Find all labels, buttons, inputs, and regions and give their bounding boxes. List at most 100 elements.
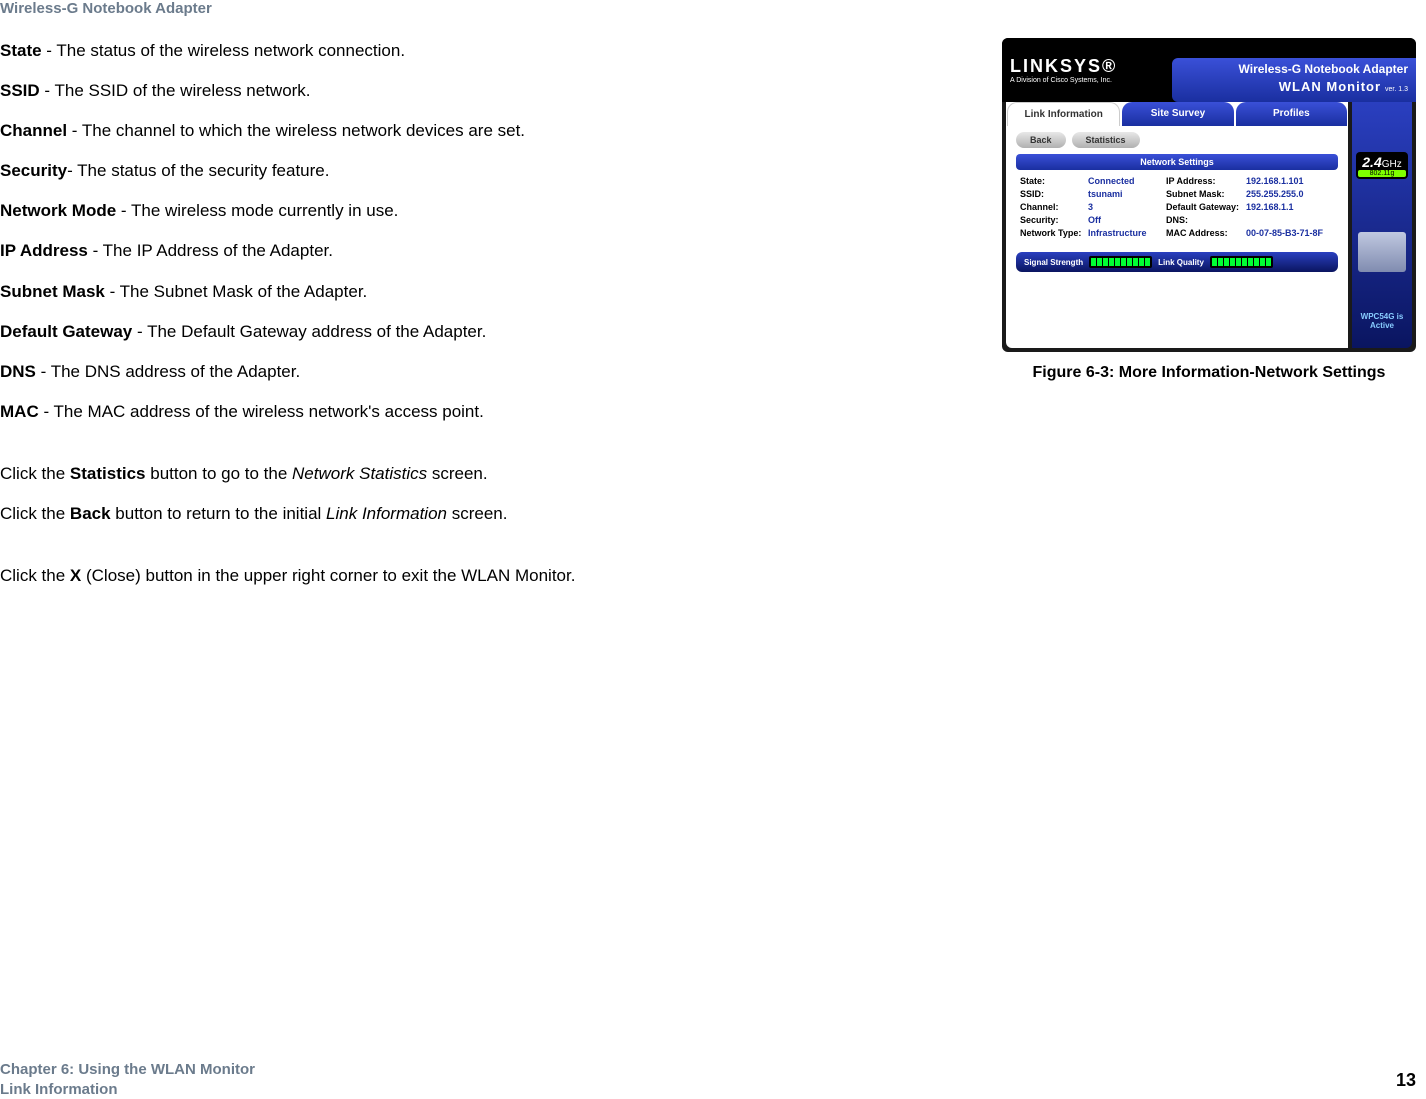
txt: Click the xyxy=(0,566,70,585)
desc-dns: - The DNS address of the Adapter. xyxy=(36,362,300,381)
signal-strength-meter xyxy=(1089,256,1152,268)
back-button[interactable]: Back xyxy=(1016,132,1066,148)
subnet-value: 255.255.255.0 xyxy=(1246,189,1334,199)
instr-back: Click the Back button to return to the i… xyxy=(0,503,760,525)
def-ssid: SSID - The SSID of the wireless network. xyxy=(0,80,760,102)
footer-chapter: Chapter 6: Using the WLAN Monitor xyxy=(0,1060,255,1080)
wlan-monitor-window: LINKSYS® A Division of Cisco Systems, In… xyxy=(1002,38,1416,352)
txt: Click the xyxy=(0,504,70,523)
signal-strength-label: Signal Strength xyxy=(1024,258,1083,267)
ssid-value: tsunami xyxy=(1088,189,1166,199)
ssid-label: SSID: xyxy=(1020,189,1088,199)
dns-value xyxy=(1246,215,1334,225)
term-security: Security xyxy=(0,161,67,180)
page-number: 13 xyxy=(1396,1070,1416,1091)
gw-value: 192.168.1.1 xyxy=(1246,202,1334,212)
footer-section: Link Information xyxy=(0,1080,255,1099)
term-mac: MAC xyxy=(0,402,39,421)
txt: Click the xyxy=(0,464,70,483)
adapter-active-label: WPC54G is Active xyxy=(1352,312,1412,330)
app-title-l1: Wireless-G Notebook Adapter xyxy=(1172,62,1408,76)
txt: button to return to the initial xyxy=(111,504,326,523)
txt: (Close) button in the upper right corner… xyxy=(81,566,575,585)
figure-caption: Figure 6-3: More Information-Network Set… xyxy=(1002,364,1416,382)
ip-label: IP Address: xyxy=(1166,176,1246,186)
txt: screen. xyxy=(447,504,507,523)
def-channel: Channel - The channel to which the wirel… xyxy=(0,120,760,142)
app-title-bar: Wireless-G Notebook Adapter WLAN Monitor… xyxy=(1172,58,1416,102)
settings-grid: State:Connected IP Address:192.168.1.101… xyxy=(1016,170,1338,244)
def-security: Security- The status of the security fea… xyxy=(0,160,760,182)
dns-label: DNS: xyxy=(1166,215,1246,225)
tab-profiles[interactable]: Profiles xyxy=(1236,102,1347,126)
desc-ssid: - The SSID of the wireless network. xyxy=(40,81,311,100)
term-ssid: SSID xyxy=(0,81,40,100)
statistics-ref: Statistics xyxy=(70,464,146,483)
def-ipaddress: IP Address - The IP Address of the Adapt… xyxy=(0,240,760,262)
ghz-badge: 2.4GHz 802.11g xyxy=(1356,152,1408,179)
brand: LINKSYS xyxy=(1010,56,1102,76)
mac-label: MAC Address: xyxy=(1166,228,1246,238)
security-label: Security: xyxy=(1020,215,1088,225)
desc-channel: - The channel to which the wireless netw… xyxy=(67,121,525,140)
reg-icon: ® xyxy=(1102,56,1117,76)
term-networkmode: Network Mode xyxy=(0,201,116,220)
def-state: State - The status of the wireless netwo… xyxy=(0,40,760,62)
state-value: Connected xyxy=(1088,176,1166,186)
term-ipaddress: IP Address xyxy=(0,241,88,260)
def-dns: DNS - The DNS address of the Adapter. xyxy=(0,361,760,383)
app-title-l2: WLAN Monitor xyxy=(1279,79,1381,94)
desc-mac: - The MAC address of the wireless networ… xyxy=(39,402,484,421)
main-text-column: State - The status of the wireless netwo… xyxy=(0,40,760,605)
def-subnetmask: Subnet Mask - The Subnet Mask of the Ada… xyxy=(0,281,760,303)
channel-label: Channel: xyxy=(1020,202,1088,212)
channel-value: 3 xyxy=(1088,202,1166,212)
state-label: State: xyxy=(1020,176,1088,186)
security-value: Off xyxy=(1088,215,1166,225)
nettype-value: Infrastructure xyxy=(1088,228,1166,238)
linksys-logo: LINKSYS® A Division of Cisco Systems, In… xyxy=(1010,56,1117,84)
term-subnetmask: Subnet Mask xyxy=(0,282,105,301)
ghz-value: 2.4 xyxy=(1362,154,1381,170)
tab-link-information[interactable]: Link Information xyxy=(1007,102,1120,126)
tab-site-survey[interactable]: Site Survey xyxy=(1122,102,1233,126)
desc-subnetmask: - The Subnet Mask of the Adapter. xyxy=(105,282,367,301)
screen-ref: Network Statistics xyxy=(292,464,427,483)
instr-statistics: Click the Statistics button to go to the… xyxy=(0,463,760,485)
subnet-label: Subnet Mask: xyxy=(1166,189,1246,199)
screen-ref: Link Information xyxy=(326,504,447,523)
def-networkmode: Network Mode - The wireless mode current… xyxy=(0,200,760,222)
term-channel: Channel xyxy=(0,121,67,140)
desc-ipaddress: - The IP Address of the Adapter. xyxy=(88,241,333,260)
main-panel: Link Information Site Survey Profiles Ba… xyxy=(1006,102,1348,348)
mac-value: 00-07-85-B3-71-8F xyxy=(1246,228,1334,238)
back-ref: Back xyxy=(70,504,111,523)
term-dns: DNS xyxy=(0,362,36,381)
link-quality-meter xyxy=(1210,256,1273,268)
nettype-label: Network Type: xyxy=(1020,228,1088,238)
desc-security: - The status of the security feature. xyxy=(67,161,329,180)
def-mac: MAC - The MAC address of the wireless ne… xyxy=(0,401,760,423)
ghz-unit: GHz xyxy=(1382,159,1402,170)
statistics-button[interactable]: Statistics xyxy=(1072,132,1140,148)
product-header: Wireless-G Notebook Adapter xyxy=(0,0,212,17)
ip-value: 192.168.1.101 xyxy=(1246,176,1334,186)
term-gateway: Default Gateway xyxy=(0,322,132,341)
desc-state: - The status of the wireless network con… xyxy=(42,41,405,60)
window-body: Link Information Site Survey Profiles Ba… xyxy=(1002,102,1416,352)
panel-header: Network Settings xyxy=(1016,154,1338,170)
close-ref: X xyxy=(70,566,81,585)
brand-sub: A Division of Cisco Systems, Inc. xyxy=(1010,77,1117,84)
txt: button to go to the xyxy=(146,464,293,483)
gw-label: Default Gateway: xyxy=(1166,202,1246,212)
desc-networkmode: - The wireless mode currently in use. xyxy=(116,201,398,220)
term-state: State xyxy=(0,41,42,60)
txt: screen. xyxy=(427,464,487,483)
sub-button-row: Back Statistics xyxy=(1006,126,1348,154)
adapter-image xyxy=(1358,232,1406,272)
version: ver. 1.3 xyxy=(1385,86,1408,93)
footer-left: Chapter 6: Using the WLAN Monitor Link I… xyxy=(0,1060,255,1099)
link-quality-label: Link Quality xyxy=(1158,258,1204,267)
tab-row: Link Information Site Survey Profiles xyxy=(1006,102,1348,126)
def-gateway: Default Gateway - The Default Gateway ad… xyxy=(0,321,760,343)
